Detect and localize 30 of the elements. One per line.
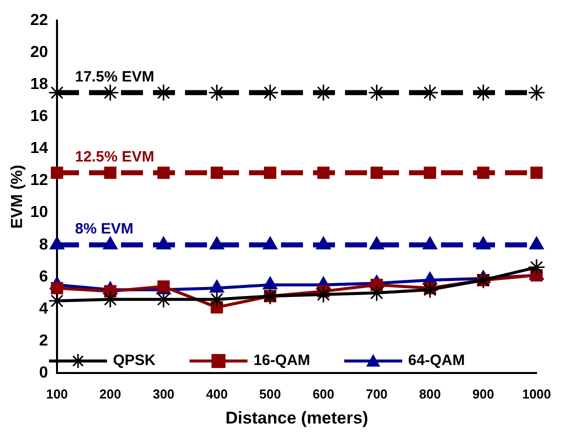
y-axis-title: EVM (%) (9, 164, 26, 229)
x-tick-label: 1000 (522, 386, 551, 402)
series-label: 12.5% EVM (74, 148, 154, 166)
y-tick-label: 22 (30, 12, 48, 30)
legend-label: 16-QAM (254, 352, 310, 370)
y-tick-label: 2 (39, 332, 48, 350)
y-tick-label: 18 (30, 76, 48, 94)
y-tick-label: 6 (39, 268, 48, 286)
x-tick-label: 700 (366, 386, 388, 402)
x-tick-label: 900 (472, 386, 494, 402)
y-tick-label: 10 (30, 204, 48, 222)
series-label: 17.5% EVM (74, 68, 154, 86)
series-label: 8% EVM (74, 220, 134, 238)
y-tick-label: 4 (39, 300, 48, 318)
x-tick-label: 500 (259, 386, 281, 402)
y-tick-label: 16 (30, 108, 48, 126)
x-tick-label: 600 (312, 386, 334, 402)
x-tick-label: 300 (152, 386, 174, 402)
x-tick-label: 100 (46, 386, 68, 402)
legend-label: 64-QAM (408, 352, 465, 370)
y-tick-label: 14 (30, 140, 48, 158)
x-tick-label: 800 (419, 386, 441, 402)
y-tick-label: 20 (30, 44, 48, 62)
y-tick-label: 8 (39, 236, 48, 254)
x-tick-label: 200 (99, 386, 122, 402)
x-axis-title: Distance (meters) (225, 408, 368, 428)
x-tick-label: 400 (206, 386, 228, 402)
y-tick-label: 12 (30, 172, 48, 190)
legend-label: QPSK (112, 352, 156, 370)
y-tick-label: 0 (39, 364, 48, 382)
